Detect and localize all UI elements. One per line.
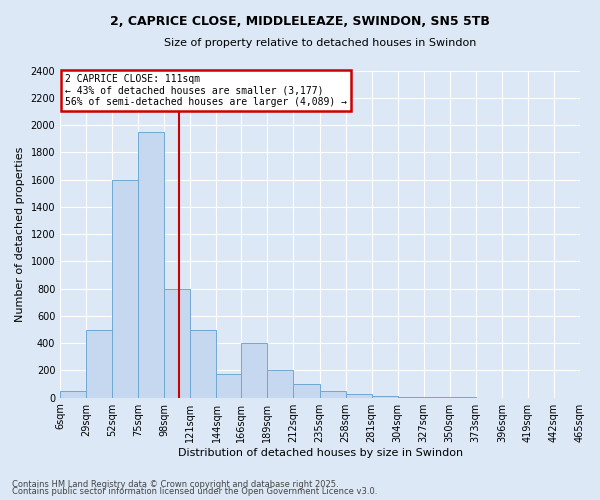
Text: 2 CAPRICE CLOSE: 111sqm
← 43% of detached houses are smaller (3,177)
56% of semi: 2 CAPRICE CLOSE: 111sqm ← 43% of detache… xyxy=(65,74,347,107)
Bar xyxy=(164,288,190,398)
Text: 2, CAPRICE CLOSE, MIDDLELEAZE, SWINDON, SN5 5TB: 2, CAPRICE CLOSE, MIDDLELEAZE, SWINDON, … xyxy=(110,15,490,28)
Y-axis label: Number of detached properties: Number of detached properties xyxy=(15,146,25,322)
Bar xyxy=(139,132,164,398)
Bar xyxy=(371,396,398,398)
Bar xyxy=(60,391,86,398)
Text: Contains public sector information licensed under the Open Government Licence v3: Contains public sector information licen… xyxy=(12,487,377,496)
Bar xyxy=(86,330,112,398)
Bar xyxy=(241,343,268,398)
Bar xyxy=(217,374,241,398)
Bar xyxy=(190,330,217,398)
Bar xyxy=(268,370,293,398)
Title: Size of property relative to detached houses in Swindon: Size of property relative to detached ho… xyxy=(164,38,476,48)
Bar xyxy=(320,391,346,398)
Bar xyxy=(346,394,371,398)
Bar xyxy=(112,180,139,398)
X-axis label: Distribution of detached houses by size in Swindon: Distribution of detached houses by size … xyxy=(178,448,463,458)
Bar xyxy=(398,397,424,398)
Bar xyxy=(293,384,320,398)
Text: Contains HM Land Registry data © Crown copyright and database right 2025.: Contains HM Land Registry data © Crown c… xyxy=(12,480,338,489)
